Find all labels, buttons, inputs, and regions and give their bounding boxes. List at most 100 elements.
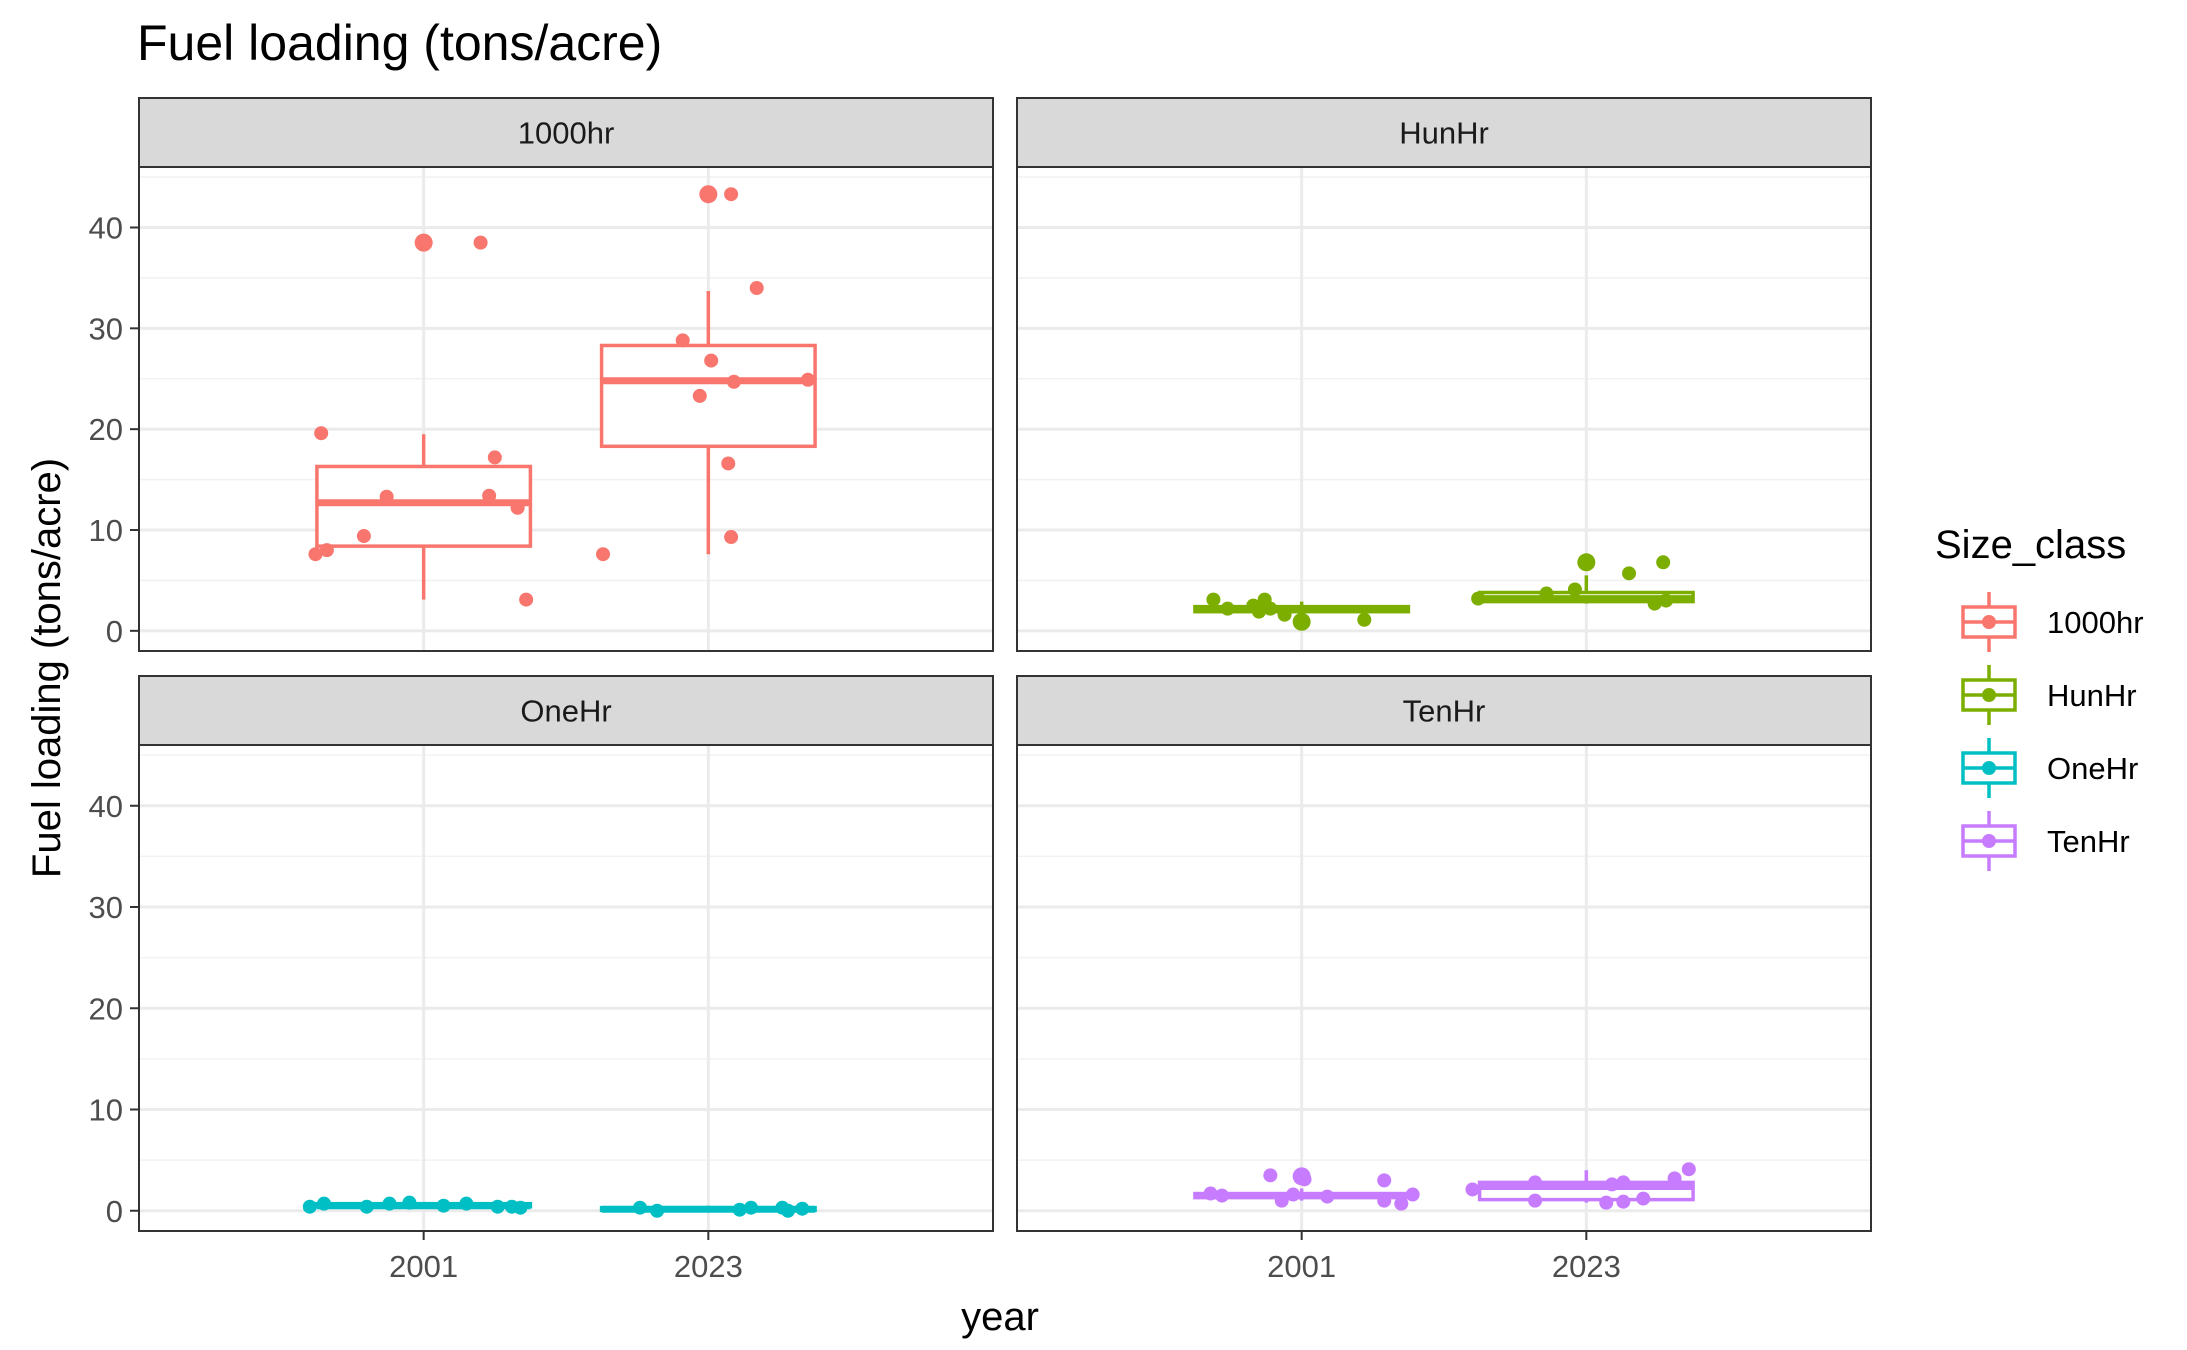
jitter-point <box>1681 1162 1696 1177</box>
jitter-point <box>800 372 815 387</box>
jitter-point <box>1656 555 1671 570</box>
legend-label: TenHr <box>2047 824 2130 859</box>
legend: Size_class 1000hr HunHr OneHr TenHr <box>1935 523 2144 871</box>
jitter-point <box>1220 601 1235 616</box>
jitter-point <box>473 235 488 250</box>
facet-strip <box>1016 675 1872 746</box>
outlier-point <box>414 233 433 252</box>
jitter-point <box>1263 1168 1278 1183</box>
legend-label: OneHr <box>2047 751 2138 786</box>
jitter-point <box>721 456 736 471</box>
facet-strip-label: HunHr <box>1399 116 1489 151</box>
jitter-point <box>382 1196 397 1211</box>
jitter-point <box>795 1201 810 1216</box>
jitter-point <box>1567 582 1582 597</box>
jitter-point <box>302 1199 317 1214</box>
jitter-point <box>1616 1175 1631 1190</box>
jitter-point <box>1377 1173 1392 1188</box>
panel-background <box>1017 745 1871 1231</box>
jitter-point <box>1214 1188 1229 1203</box>
facet-strip-label: 1000hr <box>518 116 615 151</box>
legend-entry-hunhr: HunHr <box>1961 665 2137 725</box>
jitter-point <box>726 374 741 389</box>
jitter-point <box>724 187 739 202</box>
legend-label: 1000hr <box>2047 605 2144 640</box>
panel-hunhr: HunHr <box>1016 97 1872 652</box>
jitter-point <box>1206 592 1221 607</box>
legend-key-point <box>1982 834 1996 848</box>
facet-strip <box>138 97 994 168</box>
outlier-point <box>699 185 718 204</box>
jitter-point <box>510 500 525 515</box>
panel-background <box>139 745 993 1231</box>
jitter-point <box>1616 1194 1631 1209</box>
legend-label: HunHr <box>2047 678 2137 713</box>
legend-entry-1000hr: 1000hr <box>1961 592 2144 652</box>
y-tick-label: 20 <box>89 412 123 447</box>
jitter-point <box>317 1196 332 1211</box>
box-hunhr-2023 <box>1471 553 1695 611</box>
box-1000hr-2023 <box>596 185 817 562</box>
legend-key-point <box>1982 688 1996 702</box>
y-tick-label: 40 <box>89 789 123 824</box>
x-tick-label: 2023 <box>674 1249 743 1284</box>
jitter-point <box>1297 1172 1312 1187</box>
facet-panels: 1000hr 0 10 20 30 40 HunHr OneHr 0 10 20 30 40 2001 20… <box>89 97 1872 1284</box>
jitter-point <box>1622 566 1637 581</box>
jitter-point <box>692 388 707 403</box>
jitter-point <box>359 1199 374 1214</box>
jitter-point <box>650 1203 665 1218</box>
jitter-point <box>1277 607 1292 622</box>
legend-key-point <box>1982 615 1996 629</box>
jitter-point <box>1357 612 1372 627</box>
y-tick-label: 0 <box>106 1194 123 1229</box>
jitter-point <box>633 1200 648 1215</box>
jitter-point <box>675 333 690 348</box>
jitter-point <box>513 1200 528 1215</box>
jitter-point <box>732 1202 747 1217</box>
jitter-point <box>1465 1182 1480 1197</box>
jitter-point <box>1286 1187 1301 1202</box>
legend-title: Size_class <box>1935 523 2126 567</box>
jitter-point <box>1471 591 1486 606</box>
legend-entry-onehr: OneHr <box>1961 738 2138 798</box>
jitter-point <box>379 489 394 504</box>
box-tenhr-2001 <box>1193 1167 1420 1211</box>
legend-key-point <box>1982 761 1996 775</box>
jitter-point <box>1599 1195 1614 1210</box>
jitter-point <box>1647 596 1662 611</box>
box-onehr-2023 <box>599 1200 817 1218</box>
jitter-point <box>1667 1171 1682 1186</box>
y-tick-label: 10 <box>89 513 123 548</box>
panel-onehr: OneHr 0 10 20 30 40 2001 2023 <box>89 675 994 1284</box>
facet-strip-label: OneHr <box>520 694 611 729</box>
outlier-point <box>1292 612 1311 631</box>
jitter-point <box>1528 1175 1543 1190</box>
box-hunhr-2001 <box>1193 592 1411 631</box>
jitter-point <box>482 488 497 503</box>
jitter-point <box>1579 555 1594 570</box>
jitter-point <box>1251 604 1266 619</box>
jitter-point <box>781 1203 796 1218</box>
x-tick-label: 2023 <box>1552 1249 1621 1284</box>
jitter-point <box>1263 601 1278 616</box>
y-tick-label: 40 <box>89 211 123 246</box>
panel-1000hr: 1000hr 0 10 20 30 40 <box>89 97 994 652</box>
box-tenhr-2023 <box>1465 1162 1696 1210</box>
jitter-point <box>1320 1189 1335 1204</box>
panel-background <box>139 167 993 651</box>
jitter-point <box>744 1200 759 1215</box>
jitter-point <box>308 547 323 562</box>
jitter-point <box>596 547 611 562</box>
jitter-point <box>1377 1193 1392 1208</box>
jitter-point <box>749 281 764 295</box>
legend-entry-tenhr: TenHr <box>1961 811 2130 871</box>
jitter-point <box>1636 1191 1651 1206</box>
y-tick-label: 30 <box>89 311 123 346</box>
x-tick-label: 2001 <box>1267 1249 1336 1284</box>
box-1000hr-2001 <box>308 233 534 607</box>
jitter-point <box>356 529 371 544</box>
chart-title: Fuel loading (tons/acre) <box>137 15 662 71</box>
jitter-point <box>1394 1196 1409 1211</box>
